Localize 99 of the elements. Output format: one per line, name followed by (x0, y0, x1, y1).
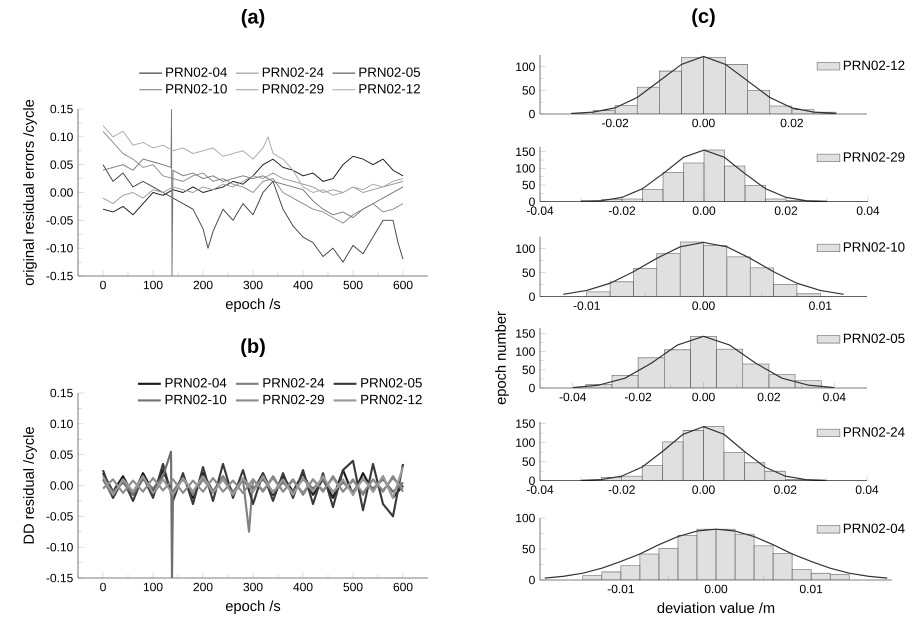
x-tick-label: -0.04 (560, 392, 586, 402)
y-tick-label: -0.10 (46, 244, 73, 252)
y-tick-label: 100 (516, 514, 535, 522)
x-tick-label: 0.00 (692, 392, 715, 402)
x-tick-label: 0 (100, 582, 106, 592)
y-tick-label: 50 (522, 366, 535, 374)
legend-label: PRN02-04 (166, 67, 227, 77)
legend-label: PRN02-04 (844, 524, 905, 534)
y-tick-label: 0 (529, 384, 535, 392)
y-tick-label: 150 (516, 329, 535, 338)
y-tick-label: -0.15 (46, 574, 73, 582)
legend-label: PRN02-10 (844, 242, 905, 252)
x-tick-label: 0.01 (800, 584, 822, 594)
x-tick-label: -0.02 (608, 485, 635, 494)
legend-label: PRN02-04 (166, 378, 226, 388)
x-tick-label: 200 (194, 280, 213, 290)
x-tick-label: -0.01 (608, 584, 634, 594)
x-tick-label: 400 (293, 280, 313, 290)
x-tick-label: 0.02 (774, 485, 796, 494)
y-tick-label: 0 (529, 110, 535, 118)
x-tick-label: 0.00 (692, 301, 715, 310)
y-tick-label: 0 (529, 576, 535, 584)
legend-label: PRN02-24 (263, 378, 324, 388)
y-tick-label: -0.10 (46, 542, 73, 552)
x-tick-label: 0.00 (692, 118, 715, 128)
x-tick-label: -0.02 (608, 206, 636, 215)
legend-label: PRN02-29 (262, 84, 324, 94)
x-tick-label: 0.04 (856, 206, 880, 215)
y-axis-title: DD residual /cycle (23, 427, 37, 544)
legend-label: PRN02-12 (359, 84, 420, 94)
legend-label: PRN02-05 (844, 334, 905, 344)
x-tick-label: 200 (194, 582, 213, 592)
x-axis-title: deviation value /m (658, 602, 774, 614)
x-tick-label: 0.00 (704, 584, 728, 594)
x-axis-title: epoch /s (226, 298, 280, 312)
x-tick-label: 300 (243, 280, 263, 290)
y-tick-label: 0.15 (50, 388, 73, 398)
y-tick-label: 50 (522, 544, 535, 554)
y-tick-label: 100 (516, 62, 535, 72)
y-tick-label: -0.05 (46, 216, 73, 225)
y-tick-label: 100 (516, 438, 535, 447)
y-tick-label: 0.00 (50, 188, 73, 197)
y-tick-label: 0.10 (50, 132, 73, 142)
y-tick-label: 100 (516, 347, 535, 356)
legend-label: PRN02-24 (844, 427, 905, 437)
x-tick-label: 0.02 (780, 118, 803, 128)
y-tick-label: 0 (529, 197, 535, 206)
x-axis-title: epoch /s (226, 600, 280, 614)
x-tick-label: 600 (394, 280, 413, 290)
x-tick-label: 500 (343, 582, 363, 592)
legend-label: PRN02-29 (263, 394, 324, 404)
y-tick-label: 50 (522, 180, 535, 190)
x-tick-label: 0.02 (758, 392, 780, 402)
x-tick-label: -0.04 (526, 485, 554, 494)
y-tick-label: 100 (516, 244, 535, 253)
legend-label: PRN02-12 (361, 394, 422, 404)
y-tick-label: 0.15 (50, 104, 73, 114)
chart-title: (c) (692, 8, 715, 27)
y-axis-title: epoch number (495, 311, 509, 404)
chart-title: (a) (242, 9, 264, 28)
x-tick-label: 0 (100, 280, 106, 290)
y-tick-label: 0 (529, 476, 535, 485)
y-tick-label: 150 (516, 419, 535, 428)
y-tick-label: 100 (516, 164, 535, 173)
x-tick-label: 400 (293, 582, 313, 592)
x-tick-label: 0.04 (823, 392, 846, 402)
legend-label: PRN02-05 (359, 67, 420, 77)
x-tick-label: 600 (394, 582, 413, 592)
legend-label: PRN02-05 (361, 378, 422, 388)
legend-label: PRN02-29 (844, 152, 904, 162)
y-tick-label: 50 (522, 86, 535, 95)
y-axis-title: original residual errors /cycle (23, 100, 37, 286)
x-tick-label: -0.02 (624, 392, 652, 402)
x-tick-label: 300 (243, 582, 263, 592)
y-tick-label: 0.05 (50, 450, 73, 459)
x-tick-label: 100 (144, 582, 163, 592)
x-tick-label: 0.01 (809, 301, 832, 310)
x-tick-label: -0.01 (574, 301, 600, 310)
x-tick-label: -0.04 (526, 206, 554, 215)
y-tick-label: 0 (529, 292, 535, 301)
y-tick-label: 0.05 (50, 160, 73, 169)
x-tick-label: 0.04 (856, 485, 878, 494)
legend-label: PRN02-12 (844, 60, 904, 70)
legend-label: PRN02-10 (166, 394, 226, 404)
y-tick-label: 0.10 (50, 420, 73, 428)
x-tick-label: 0.00 (692, 206, 716, 215)
x-tick-label: 0.00 (692, 485, 715, 494)
y-tick-label: 50 (522, 457, 535, 466)
y-tick-label: 150 (516, 147, 535, 156)
y-tick-label: -0.05 (46, 512, 73, 521)
legend-label: PRN02-10 (166, 84, 227, 94)
x-tick-label: 500 (343, 280, 363, 290)
y-tick-label: 50 (522, 268, 535, 277)
x-tick-label: 0.02 (774, 206, 798, 215)
y-tick-label: -0.15 (46, 272, 73, 280)
x-tick-label: 100 (144, 280, 163, 290)
chart-title: (b) (241, 338, 265, 357)
legend-label: PRN02-24 (262, 67, 324, 77)
x-tick-label: -0.02 (602, 118, 628, 128)
